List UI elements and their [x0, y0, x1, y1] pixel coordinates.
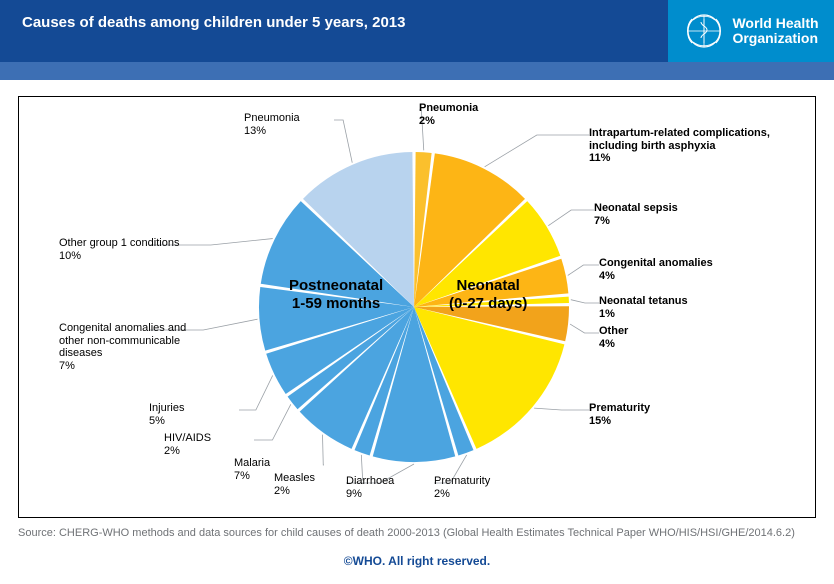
source-text: Source: CHERG-WHO methods and data sourc…: [18, 526, 816, 540]
pie-slice-label: Neonatal sepsis7%: [594, 202, 678, 227]
pie-slice-label: Measles2%: [274, 472, 315, 497]
copyright-footer: ©WHO. All right reserved.: [0, 554, 834, 568]
pie-slice-label: Pneumonia13%: [244, 112, 300, 137]
pie-chart: Pneumonia2% Intrapartum-related complicat…: [18, 96, 816, 518]
who-logo: World HealthOrganization: [668, 0, 834, 62]
who-logo-text: World HealthOrganization: [732, 16, 818, 47]
who-emblem-icon: [683, 10, 725, 52]
pie-slice-label: Pneumonia2%: [419, 102, 478, 127]
pie-group-label: Postneonatal1-59 months: [289, 277, 383, 313]
pie-slice-label: Congenital anomalies andother non-commun…: [59, 322, 186, 373]
pie-slice-label: Diarrhoea9%: [346, 475, 394, 500]
pie-group-label: Neonatal(0-27 days): [449, 277, 527, 313]
pie-slice-label: Other group 1 conditions10%: [59, 237, 179, 262]
header: Causes of deaths among children under 5 …: [0, 0, 834, 62]
pie-slice-label: HIV/AIDS2%: [164, 432, 211, 457]
pie-slice-label: Congenital anomalies4%: [599, 257, 713, 282]
pie-slice-label: Other4%: [599, 325, 628, 350]
header-accent-bar: [0, 62, 834, 80]
pie-slice-label: Neonatal tetanus1%: [599, 295, 688, 320]
page-title: Causes of deaths among children under 5 …: [0, 0, 668, 62]
pie-slice-label: Prematurity15%: [589, 402, 650, 427]
pie-slice-label: Intrapartum-related complications,includ…: [589, 127, 770, 165]
pie-slice-label: Prematurity2%: [434, 475, 490, 500]
pie-slice-label: Injuries5%: [149, 402, 184, 427]
